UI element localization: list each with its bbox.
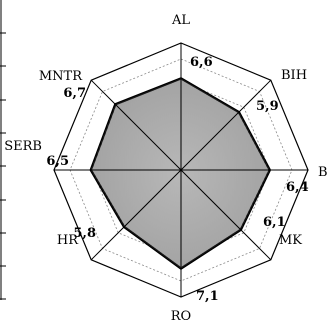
- value-label-bih: 5,9: [256, 99, 279, 114]
- grid-ring: [69, 58, 293, 282]
- spoke: [180, 169, 272, 261]
- left-strip: [0, 0, 6, 300]
- axis-label-serb: SERB: [4, 139, 42, 154]
- value-label-b: 6,4: [286, 180, 309, 195]
- value-labels: 6,6 5,9 6,4 6,1 7,1 5,8 6,5 6,7: [46, 55, 308, 304]
- value-label-hr: 5,8: [73, 226, 96, 241]
- spoke: [90, 169, 182, 261]
- axis-label-bih: BIH: [281, 68, 307, 83]
- value-label-mntr: 6,7: [63, 86, 86, 101]
- value-label-serb: 6,5: [46, 154, 69, 169]
- value-label-ro: 7,1: [196, 289, 219, 304]
- axis-label-ro: RO: [171, 309, 191, 324]
- value-label-al: 6,6: [190, 55, 213, 70]
- spoke: [180, 79, 272, 171]
- axis-label-mk: MK: [279, 233, 302, 248]
- axis-label-al: AL: [171, 13, 190, 28]
- spoke: [90, 79, 182, 171]
- spokes: [54, 43, 308, 297]
- axis-label-hr: HR: [57, 233, 79, 248]
- value-label-mk: 6,1: [263, 215, 286, 230]
- axis-label-b: B: [318, 165, 328, 180]
- axis-label-mntr: MNTR: [39, 69, 83, 84]
- axis-labels: AL BIH B MK RO HR SERB MNTR: [4, 13, 327, 324]
